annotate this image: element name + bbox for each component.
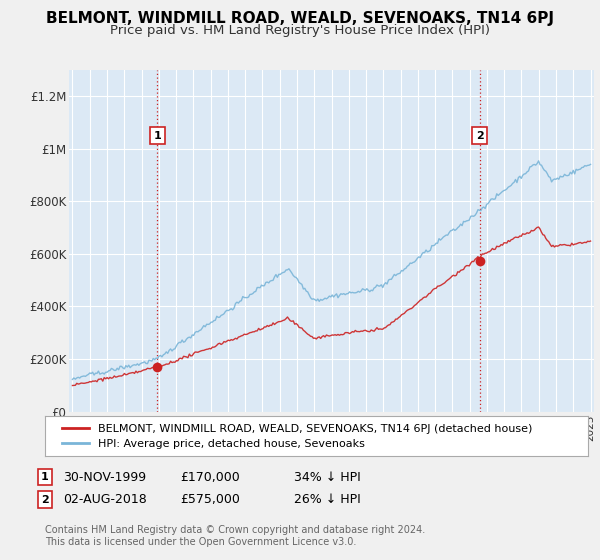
Text: 1: 1 (41, 472, 49, 482)
Text: 2: 2 (41, 494, 49, 505)
Text: £575,000: £575,000 (180, 493, 240, 506)
Text: Contains HM Land Registry data © Crown copyright and database right 2024.
This d: Contains HM Land Registry data © Crown c… (45, 525, 425, 547)
Text: 30-NOV-1999: 30-NOV-1999 (63, 470, 146, 484)
Text: 34% ↓ HPI: 34% ↓ HPI (294, 470, 361, 484)
Text: 02-AUG-2018: 02-AUG-2018 (63, 493, 147, 506)
Legend: BELMONT, WINDMILL ROAD, WEALD, SEVENOAKS, TN14 6PJ (detached house), HPI: Averag: BELMONT, WINDMILL ROAD, WEALD, SEVENOAKS… (56, 418, 538, 454)
Text: 1: 1 (154, 130, 161, 141)
Text: BELMONT, WINDMILL ROAD, WEALD, SEVENOAKS, TN14 6PJ: BELMONT, WINDMILL ROAD, WEALD, SEVENOAKS… (46, 11, 554, 26)
Text: 26% ↓ HPI: 26% ↓ HPI (294, 493, 361, 506)
Text: Price paid vs. HM Land Registry's House Price Index (HPI): Price paid vs. HM Land Registry's House … (110, 24, 490, 36)
Text: 2: 2 (476, 130, 484, 141)
Text: £170,000: £170,000 (180, 470, 240, 484)
